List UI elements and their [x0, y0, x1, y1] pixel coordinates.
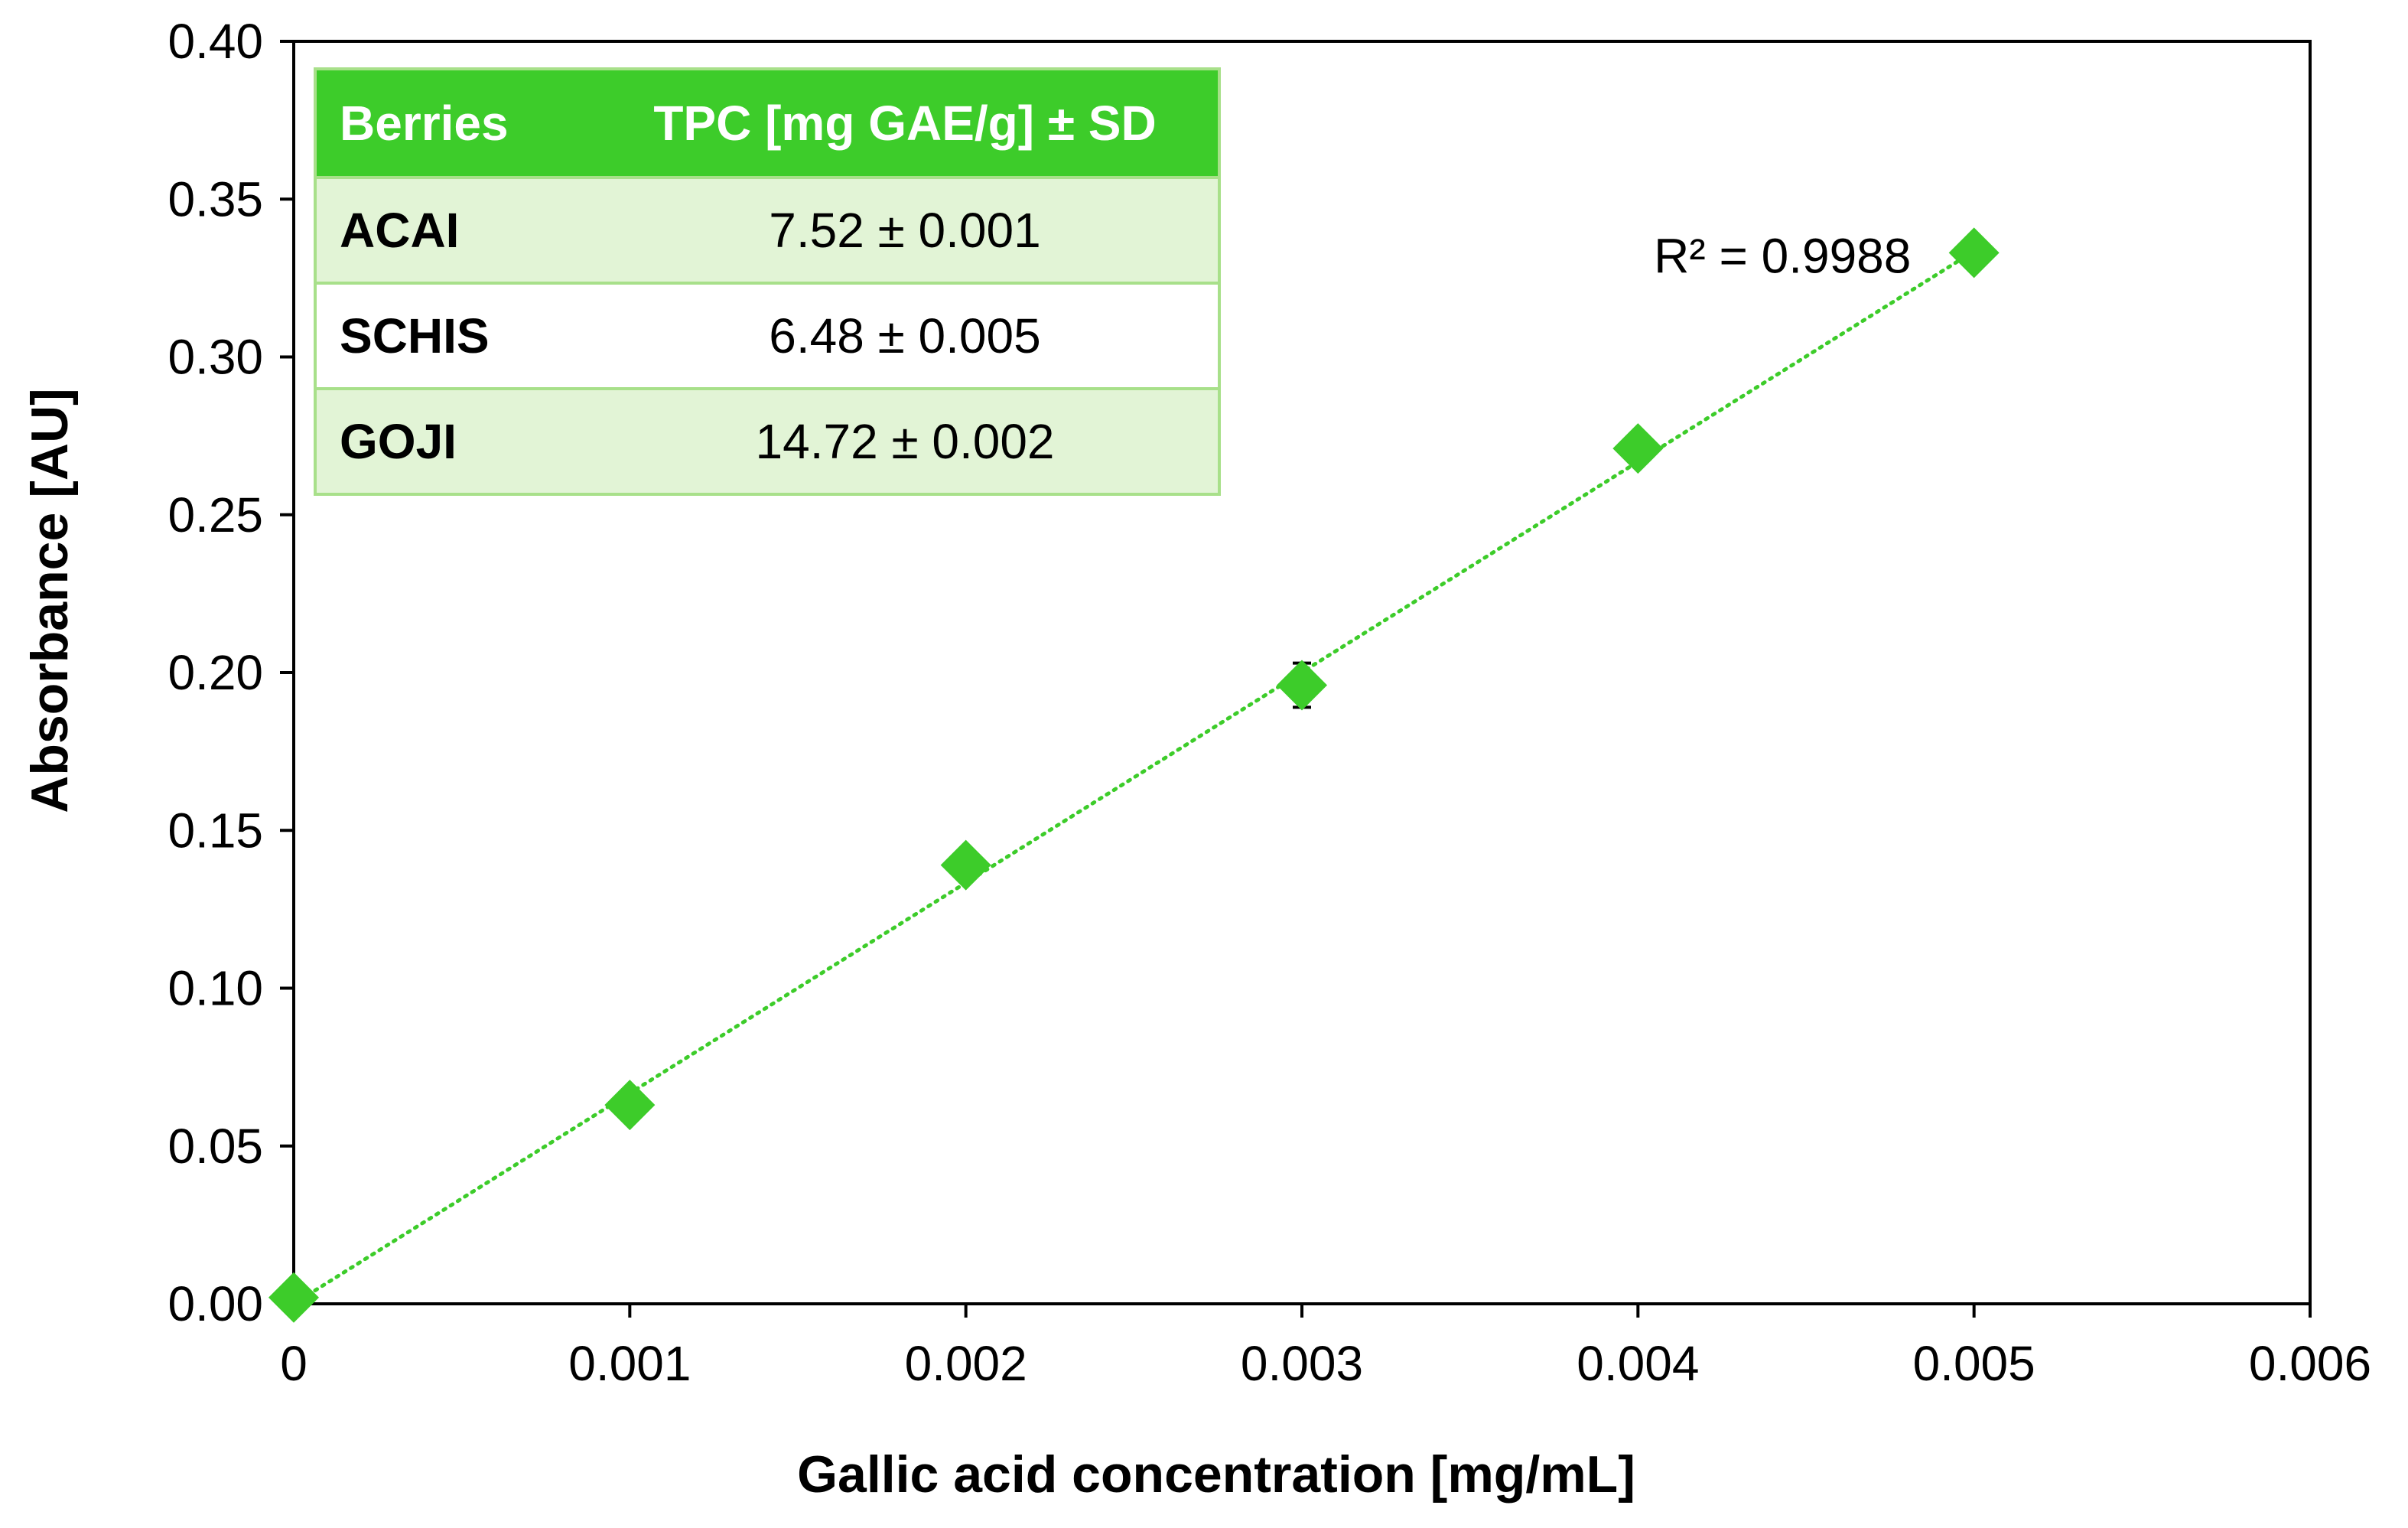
data-points: [268, 227, 2000, 1323]
x-axis-title: Gallic acid concentration [mg/mL]: [797, 1445, 1635, 1504]
x-axis: 0 0.001 0.002 0.003 0.004 0.005 0.006: [280, 1304, 2371, 1391]
x-tick-label: 0.005: [1913, 1336, 2035, 1391]
x-tick-label: 0: [280, 1336, 308, 1391]
data-point-marker: [604, 1080, 656, 1131]
x-tick-label: 0.004: [1577, 1336, 1699, 1391]
y-tick-label: 0.30: [168, 330, 263, 385]
tpc-value: 7.52 ± 0.001: [592, 178, 1219, 285]
x-tick-label: 0.006: [2249, 1336, 2371, 1391]
y-tick-label: 0.15: [168, 803, 263, 858]
table-row: SCHIS 6.48 ± 0.005: [315, 283, 1219, 390]
x-tick-label: 0.002: [905, 1336, 1027, 1391]
berry-name: SCHIS: [315, 283, 592, 390]
y-tick-label: 0.10: [168, 961, 263, 1016]
y-tick-label: 0.20: [168, 645, 263, 700]
trendline: [291, 249, 1977, 1306]
data-point-marker: [1948, 227, 2000, 279]
data-point-marker: [940, 839, 991, 891]
r-squared-annotation: R² = 0.9988: [1654, 229, 1911, 284]
y-tick-label: 0.05: [168, 1119, 263, 1174]
berry-name: GOJI: [315, 389, 592, 496]
y-tick-label: 0.40: [168, 14, 263, 69]
x-tick-label: 0.001: [568, 1336, 691, 1391]
table-row: ACAI 7.52 ± 0.001: [315, 178, 1219, 285]
y-tick-label: 0.25: [168, 487, 263, 542]
table-header-row: Berries TPC [mg GAE/g] ± SD: [315, 69, 1219, 179]
y-axis-title: Absorbance [AU]: [21, 388, 79, 813]
header-tpc: TPC [mg GAE/g] ± SD: [592, 69, 1219, 179]
berry-name: ACAI: [315, 178, 592, 285]
header-berries: Berries: [315, 69, 592, 179]
table-row: GOJI 14.72 ± 0.002: [315, 389, 1219, 496]
data-point-marker: [1612, 423, 1664, 474]
x-tick-label: 0.003: [1241, 1336, 1363, 1391]
y-tick-label: 0.00: [168, 1276, 263, 1331]
tpc-value: 6.48 ± 0.005: [592, 283, 1219, 390]
tpc-value: 14.72 ± 0.002: [592, 389, 1219, 496]
data-point-marker: [1277, 660, 1327, 711]
y-tick-label: 0.35: [168, 171, 263, 226]
data-point-marker: [268, 1272, 319, 1323]
tpc-table: Berries TPC [mg GAE/g] ± SD ACAI 7.52 ± …: [314, 67, 1221, 496]
y-axis: 0.00 0.05 0.10 0.15 0.20 0.25 0.30 0.35 0.40: [168, 14, 294, 1331]
